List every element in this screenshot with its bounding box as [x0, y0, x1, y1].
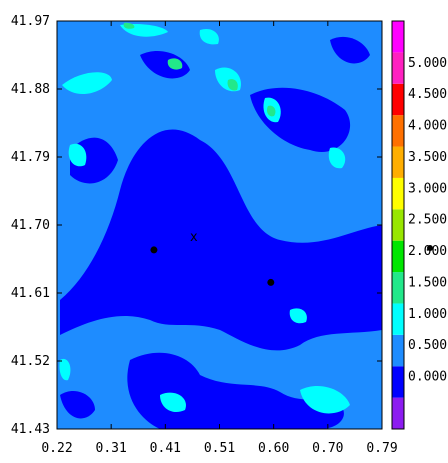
colorbar-swatch: [392, 177, 404, 210]
contour-region-peak: [167, 58, 183, 70]
contour-region-low: [60, 390, 95, 419]
x-tick-label: 0.51: [204, 441, 235, 456]
colorbar-label: 0.500: [408, 338, 447, 353]
contour-region-high: [59, 358, 71, 381]
colorbar-label: 0.000: [408, 370, 447, 385]
colorbar-legend-dot: [427, 245, 433, 251]
contour-region-high: [160, 392, 186, 413]
colorbar-swatch: [392, 146, 404, 178]
colorbar-label: 4.000: [408, 119, 447, 134]
x-tick-label: 0.79: [366, 441, 397, 456]
colorbar-label: 3.500: [408, 150, 447, 165]
station-point: [150, 246, 158, 254]
colorbar-swatch: [392, 209, 404, 241]
contour-region-low: [60, 129, 382, 351]
y-tick-label: 41.52: [11, 354, 50, 369]
colorbar-label: 2.000: [408, 244, 447, 259]
colorbar: 0.000 0.500 1.000 1.500 2.000 2.500 3.000 3.500…: [391, 20, 447, 430]
colorbar-swatch: [392, 240, 404, 273]
colorbar-label: 2.500: [408, 213, 447, 228]
contour-region-high: [300, 385, 350, 414]
y-tick-label: 41.79: [11, 150, 50, 165]
contour-region-high: [62, 72, 112, 95]
colorbar-label: 1.000: [408, 307, 447, 322]
colorbar-swatch: [392, 397, 404, 429]
y-axis: 41.97 41.88 41.79 41.70 41.61 41.52 41.43: [11, 14, 382, 437]
annotations: x: [150, 230, 275, 286]
colorbar-frame: [391, 20, 405, 430]
colorbar-swatch: [392, 334, 404, 367]
colorbar-swatch: [392, 303, 404, 335]
colorbar-swatch: [392, 21, 404, 53]
station-point: [267, 278, 275, 286]
colorbar-label: 3.000: [408, 181, 447, 196]
x-tick-label: 0.41: [150, 441, 181, 456]
x-axis: 0.22 0.31 0.41 0.51 0.60 0.70 0.79: [41, 21, 398, 456]
contour-region-peak: [123, 22, 135, 29]
contour-region-high: [199, 28, 219, 45]
x-tick-label: 0.60: [258, 441, 289, 456]
y-tick-label: 41.43: [11, 422, 50, 437]
colorbar-label: 1.500: [408, 275, 447, 290]
y-tick-label: 41.88: [11, 82, 50, 97]
contour-region-high: [68, 143, 87, 167]
contour-region-high: [289, 308, 307, 324]
x-tick-label: 0.31: [96, 441, 127, 456]
contour-region-high: [328, 147, 346, 169]
contour-field: [57, 21, 382, 429]
colorbar-swatch: [392, 52, 404, 84]
colorbar-swatch: [392, 272, 404, 304]
x-tick-label: 0.70: [312, 441, 343, 456]
contour-region-peak: [227, 79, 238, 91]
contour-region-peak: [266, 105, 276, 117]
y-tick-label: 41.61: [11, 286, 50, 301]
colorbar-label: 5.000: [408, 56, 447, 71]
y-tick-label: 41.97: [11, 14, 50, 29]
y-tick-label: 41.70: [11, 218, 50, 233]
colorbar-swatch: [392, 115, 404, 147]
contour-region-low: [330, 36, 370, 64]
contour-region-low: [140, 50, 190, 79]
colorbar-swatch: [392, 83, 404, 116]
colorbar-label: 4.500: [408, 87, 447, 102]
marker-label: x: [190, 230, 198, 245]
colorbar-swatch: [392, 366, 404, 398]
x-tick-label: 0.22: [41, 441, 72, 456]
